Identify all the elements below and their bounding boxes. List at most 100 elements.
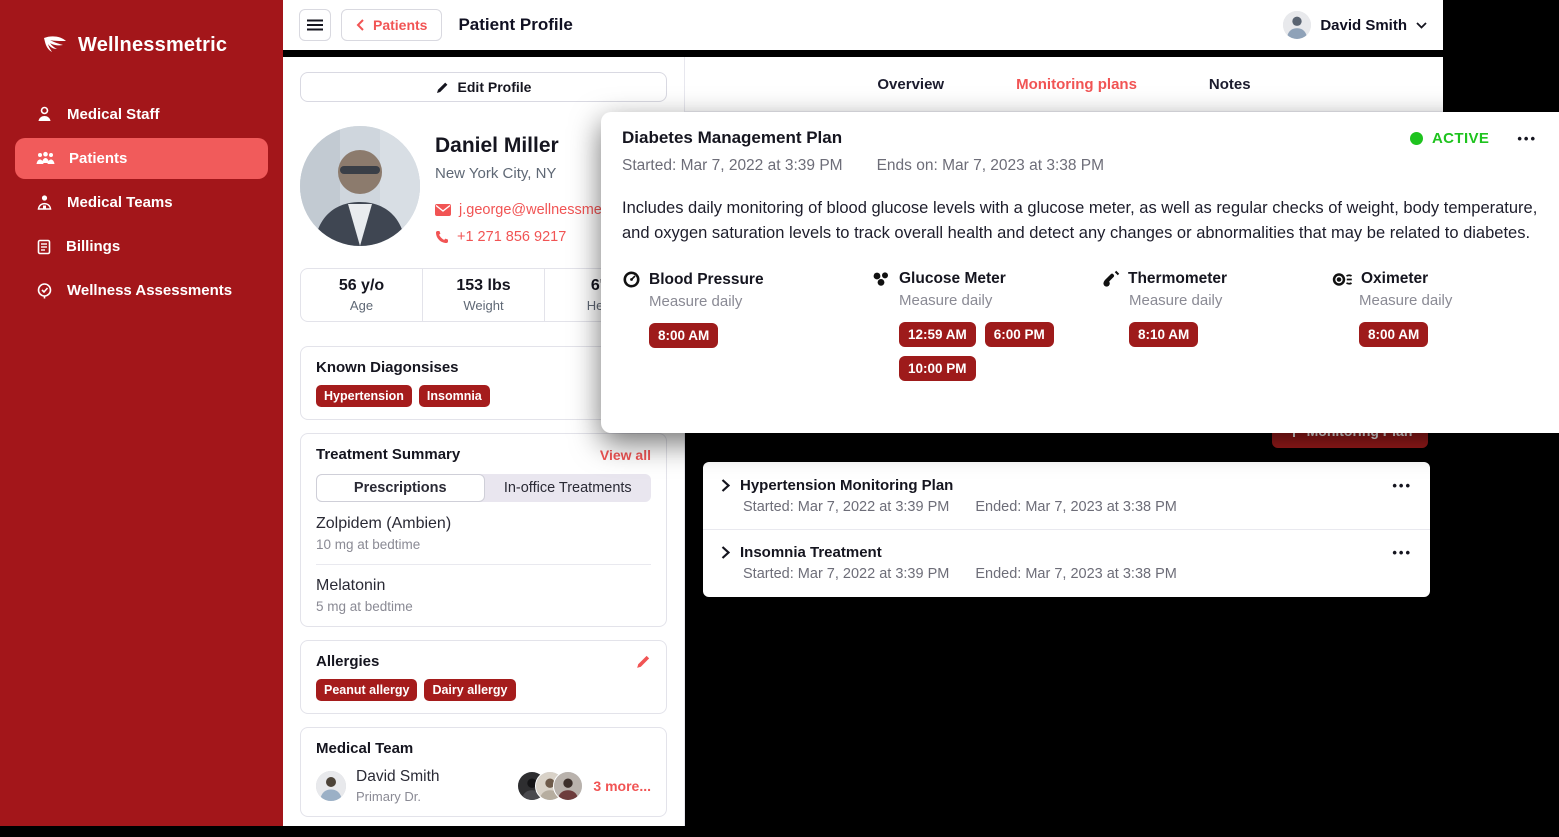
plan-row-hypertension[interactable]: Hypertension Monitoring Plan ••• Started…	[703, 462, 1430, 529]
sidebar-item-label: Billings	[66, 238, 121, 255]
ellipsis-menu-icon[interactable]: •••	[1392, 545, 1412, 560]
page-title: Patient Profile	[458, 15, 573, 34]
brand-name: Wellnessmetric	[78, 33, 228, 56]
device-name: Oximeter	[1361, 270, 1429, 287]
prescription-name: Zolpidem (Ambien)	[316, 515, 452, 532]
edit-profile-button[interactable]: Edit Profile	[300, 72, 667, 102]
back-to-patients-button[interactable]: Patients	[341, 9, 443, 41]
sidebar-item-medical-teams[interactable]: Medical Teams	[15, 182, 268, 223]
edit-profile-label: Edit Profile	[457, 79, 532, 95]
time-chip[interactable]: 6:00 PM	[984, 322, 1054, 347]
device-thermometer: Thermometer Measure daily 8:10 AM	[1102, 270, 1332, 381]
hamburger-menu-button[interactable]	[299, 9, 331, 41]
plan-ends: Ends on: Mar 7, 2023 at 3:38 PM	[876, 157, 1105, 174]
wing-logo-icon	[42, 32, 68, 58]
divider	[316, 564, 651, 565]
pencil-icon	[436, 81, 449, 94]
edit-allergies-button[interactable]	[636, 654, 651, 669]
time-chip[interactable]: 8:00 AM	[649, 323, 719, 348]
tab-monitoring-plans[interactable]: Monitoring plans	[1016, 75, 1137, 93]
prescription-name: Melatonin	[316, 577, 386, 594]
plan-description: Includes daily monitoring of blood gluco…	[622, 199, 1538, 242]
device-body: Measure daily 8:10 AM	[1129, 292, 1332, 347]
patient-name: Daniel Miller	[435, 134, 559, 157]
medical-team-title: Medical Team	[316, 740, 414, 757]
plan-started: Started: Mar 7, 2022 at 3:39 PM	[622, 157, 843, 174]
diabetes-plan-modal: Diabetes Management Plan ACTIVE ••• Star…	[601, 112, 1559, 433]
patient-location: New York City, NY	[435, 165, 557, 182]
patient-phone-text: +1 271 856 9217	[457, 229, 567, 245]
device-times: 12:59 AM 6:00 PM 10:00 PM	[899, 322, 1079, 381]
allergies-card: Allergies Peanut allergy Dairy allergy	[300, 640, 667, 714]
patient-photo	[300, 126, 420, 246]
time-chip[interactable]: 10:00 PM	[899, 356, 976, 381]
primary-doctor-name: David Smith	[356, 768, 440, 785]
ellipsis-menu-icon[interactable]: •••	[1517, 130, 1537, 146]
treatment-tabs: Prescriptions In-office Treatments	[316, 474, 651, 502]
diagnoses-title: Known Diagonsises	[316, 359, 459, 376]
prescription-item: Zolpidem (Ambien) 10 mg at bedtime	[316, 515, 651, 552]
sidebar-item-patients[interactable]: Patients	[15, 138, 268, 179]
chevron-right-icon[interactable]	[721, 546, 730, 559]
billings-icon	[36, 239, 52, 255]
time-chip[interactable]: 12:59 AM	[899, 322, 976, 347]
envelope-icon	[435, 204, 451, 216]
sidebar-item-medical-staff[interactable]: Medical Staff	[15, 94, 268, 135]
sidebar: Wellnessmetric Medical Staff Patients Me…	[0, 0, 283, 826]
more-team-members-link[interactable]: 3 more...	[593, 778, 651, 794]
diagnoses-badges: Hypertension Insomnia	[316, 385, 651, 407]
oximeter-icon	[1332, 272, 1353, 287]
chevron-down-icon	[1416, 21, 1427, 29]
plan-devices: Blood Pressure Measure daily 8:00 AM Glu…	[622, 270, 1559, 381]
diagnosis-badge: Insomnia	[418, 385, 490, 407]
device-blood-pressure: Blood Pressure Measure daily 8:00 AM	[622, 270, 872, 381]
tab-notes[interactable]: Notes	[1208, 75, 1251, 93]
plan-dates: Started: Mar 7, 2022 at 3:39 PM Ended: M…	[721, 499, 1412, 515]
tab-overview[interactable]: Overview	[877, 75, 945, 93]
treatment-summary-header: Treatment Summary View all	[316, 446, 651, 463]
plan-row-header: Hypertension Monitoring Plan •••	[721, 477, 1412, 494]
stat-label: Age	[349, 298, 374, 313]
hamburger-icon	[307, 19, 323, 31]
chevron-right-icon[interactable]	[721, 478, 730, 492]
phone-icon	[435, 230, 449, 244]
user-menu[interactable]: David Smith	[1283, 11, 1427, 39]
plan-title: Insomnia Treatment	[740, 544, 882, 561]
time-chip[interactable]: 8:00 AM	[1359, 322, 1429, 347]
device-name: Thermometer	[1128, 270, 1228, 287]
plan-period: Started: Mar 7, 2022 at 3:39 PM Ends on:…	[622, 157, 1559, 175]
device-body: Measure daily 12:59 AM 6:00 PM 10:00 PM	[899, 292, 1102, 381]
view-all-link[interactable]: View all	[599, 446, 651, 463]
medical-teams-icon	[36, 194, 53, 211]
plan-dates: Started: Mar 7, 2022 at 3:39 PM Ended: M…	[721, 566, 1412, 582]
device-oximeter: Oximeter Measure daily 8:00 AM	[1332, 270, 1559, 381]
medical-team-row: David Smith Primary Dr. 3 more...	[316, 768, 651, 804]
device-body: Measure daily 8:00 AM	[1359, 292, 1559, 347]
plan-row-insomnia[interactable]: Insomnia Treatment ••• Started: Mar 7, 2…	[703, 529, 1430, 596]
patient-summary: Daniel Miller New York City, NY j.george…	[300, 126, 667, 246]
patient-phone[interactable]: +1 271 856 9217	[435, 229, 606, 245]
device-frequency: Measure daily	[1129, 292, 1223, 309]
diagnosis-badge: Hypertension	[316, 385, 412, 407]
glucose-drops-icon	[872, 271, 891, 287]
prescription-item: Melatonin 5 mg at bedtime	[316, 577, 651, 614]
user-avatar	[1283, 11, 1312, 39]
device-times: 8:00 AM	[649, 323, 829, 348]
ellipsis-menu-icon[interactable]: •••	[1392, 477, 1412, 493]
device-times: 8:00 AM	[1359, 322, 1539, 347]
prescription-dose: 10 mg at bedtime	[316, 537, 421, 552]
team-member-avatar	[553, 771, 584, 801]
allergy-badge: Peanut allergy	[316, 679, 418, 701]
tab-prescriptions[interactable]: Prescriptions	[316, 474, 485, 502]
tab-in-office-treatments[interactable]: In-office Treatments	[503, 480, 632, 496]
stat-value: 56 y/o	[338, 277, 385, 294]
header-divider	[283, 50, 1559, 57]
allergies-header: Allergies	[316, 653, 651, 670]
sidebar-item-wellness-assessments[interactable]: Wellness Assessments	[15, 270, 268, 311]
time-chip[interactable]: 8:10 AM	[1129, 322, 1199, 347]
patient-email[interactable]: j.george@wellnessmet	[435, 202, 606, 218]
sidebar-item-label: Patients	[69, 150, 128, 167]
treatment-summary-card: Treatment Summary View all Prescriptions…	[300, 433, 667, 627]
patient-email-text: j.george@wellnessmet	[459, 202, 606, 218]
sidebar-item-billings[interactable]: Billings	[15, 226, 268, 267]
